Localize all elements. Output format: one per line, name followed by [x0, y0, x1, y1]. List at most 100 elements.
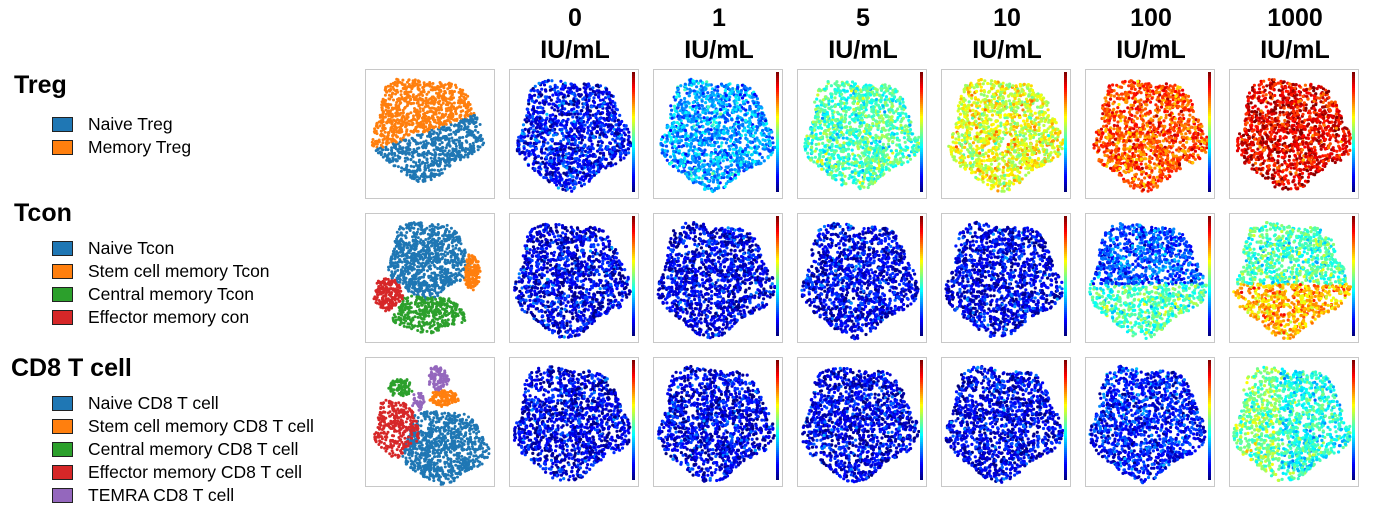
- legend-item: Naive CD8 T cell: [52, 392, 314, 415]
- tsne-plot: [1235, 72, 1355, 192]
- colorbar: [776, 72, 779, 192]
- tsne-plot: [373, 365, 491, 486]
- expression-map-cd8-5: [797, 357, 927, 487]
- legend-label: Naive Tcon: [88, 238, 174, 259]
- row-title-cd8: CD8 T cell: [11, 354, 132, 383]
- expression-map-tcon-10: [941, 213, 1071, 343]
- unit-label: IU/mL: [1227, 34, 1363, 66]
- expression-map-cd8-100: [1085, 357, 1215, 487]
- colorbar: [1064, 360, 1067, 480]
- colorbar: [1352, 216, 1355, 336]
- dose-label: 1: [651, 2, 787, 34]
- colorbar: [920, 360, 923, 480]
- expression-map-treg-100: [1085, 69, 1215, 199]
- colorbar: [1352, 360, 1355, 480]
- legend-swatch: [52, 264, 73, 279]
- legend-label: Central memory Tcon: [88, 284, 254, 305]
- legend-swatch: [52, 287, 73, 302]
- expression-map-treg-1: [653, 69, 783, 199]
- unit-label: IU/mL: [795, 34, 931, 66]
- legend-swatch: [52, 488, 73, 503]
- legend-item: Stem cell memory Tcon: [52, 260, 270, 283]
- dose-label: 5: [795, 2, 931, 34]
- colorbar: [1208, 360, 1211, 480]
- dose-label: 1000: [1227, 2, 1363, 34]
- tsne-plot: [1232, 216, 1355, 340]
- legend-swatch: [52, 310, 73, 325]
- legend-label: Central memory CD8 T cell: [88, 439, 298, 460]
- legend-cd8: Naive CD8 T cell Stem cell memory CD8 T …: [52, 392, 314, 507]
- expression-map-tcon-1000: [1229, 213, 1359, 343]
- dose-label: 0: [507, 2, 643, 34]
- tsne-plot: [803, 72, 923, 192]
- column-header-1: 1 IU/mL: [651, 2, 787, 66]
- tsne-plot: [947, 72, 1067, 193]
- expression-map-tcon-0: [509, 213, 639, 343]
- legend-swatch: [52, 419, 73, 434]
- expression-map-cd8-10: [941, 357, 1071, 487]
- tsne-plot: [944, 216, 1067, 338]
- tsne-plot: [800, 216, 923, 341]
- dose-label: 10: [939, 2, 1075, 34]
- expression-map-treg-10: [941, 69, 1071, 199]
- column-header-1000: 1000 IU/mL: [1227, 2, 1363, 66]
- legend-item: Memory Treg: [52, 136, 191, 159]
- colorbar: [1064, 216, 1067, 336]
- cluster-map-treg: [365, 69, 495, 199]
- expression-map-treg-0: [509, 69, 639, 199]
- expression-map-cd8-0: [509, 357, 639, 487]
- expression-map-tcon-1: [653, 213, 783, 343]
- legend-swatch: [52, 241, 73, 256]
- cluster-map-cd8: [365, 357, 495, 487]
- legend-swatch: [52, 396, 73, 411]
- legend-swatch: [52, 442, 73, 457]
- expression-map-cd8-1: [653, 357, 783, 487]
- column-header-0: 0 IU/mL: [507, 2, 643, 66]
- colorbar: [1064, 72, 1067, 192]
- row-title-treg: Treg: [14, 71, 67, 100]
- tsne-plot: [512, 360, 635, 482]
- expression-map-treg-1000: [1229, 69, 1359, 199]
- legend-item: Naive Treg: [52, 113, 191, 136]
- column-header-5: 5 IU/mL: [795, 2, 931, 66]
- expression-map-tcon-100: [1085, 213, 1215, 343]
- legend-label: Memory Treg: [88, 137, 191, 158]
- legend-treg: Naive Treg Memory Treg: [52, 113, 191, 159]
- unit-label: IU/mL: [651, 34, 787, 66]
- expression-map-treg-5: [797, 69, 927, 199]
- colorbar: [632, 216, 635, 336]
- tsne-plot: [515, 72, 635, 193]
- legend-label: Effector memory con: [88, 307, 249, 328]
- expression-map-cd8-1000: [1229, 357, 1359, 487]
- legend-label: Effector memory CD8 T cell: [88, 462, 302, 483]
- tsne-plot: [372, 221, 482, 335]
- legend-item: Naive Tcon: [52, 237, 270, 260]
- colorbar: [1208, 72, 1211, 192]
- tsne-plot: [656, 216, 779, 340]
- tsne-plot: [657, 360, 779, 483]
- tsne-plot: [513, 216, 635, 339]
- legend-label: Naive CD8 T cell: [88, 393, 219, 414]
- expression-map-tcon-5: [797, 213, 927, 343]
- legend-item: Stem cell memory CD8 T cell: [52, 415, 314, 438]
- legend-swatch: [52, 465, 73, 480]
- unit-label: IU/mL: [1083, 34, 1219, 66]
- tsne-plot: [1232, 360, 1355, 482]
- colorbar: [1208, 216, 1211, 336]
- column-header-10: 10 IU/mL: [939, 2, 1075, 66]
- legend-swatch: [52, 140, 73, 155]
- legend-label: Stem cell memory CD8 T cell: [88, 416, 314, 437]
- tsne-plot: [1088, 360, 1211, 485]
- colorbar: [776, 360, 779, 480]
- unit-label: IU/mL: [939, 34, 1075, 66]
- colorbar: [632, 72, 635, 192]
- legend-label: TEMRA CD8 T cell: [88, 485, 234, 506]
- row-title-tcon: Tcon: [14, 199, 72, 228]
- colorbar: [632, 360, 635, 480]
- tsne-plot: [659, 72, 779, 194]
- colorbar: [920, 72, 923, 192]
- dose-label: 100: [1083, 2, 1219, 34]
- legend-swatch: [52, 117, 73, 132]
- tsne-plot: [944, 360, 1067, 484]
- legend-item: Effector memory CD8 T cell: [52, 461, 314, 484]
